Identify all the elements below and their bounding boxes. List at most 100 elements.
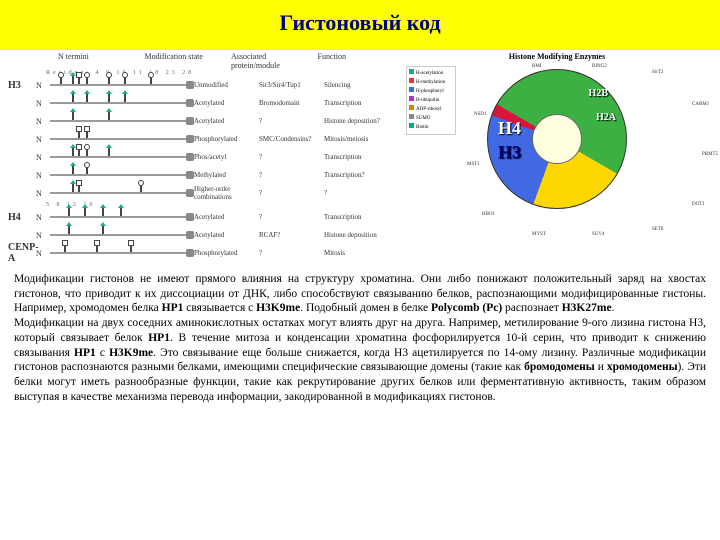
enzyme-annotation: DOT1: [692, 202, 705, 207]
pie-label-h2a: H2A: [596, 112, 616, 123]
table-row: N AcetylatedBromodomainTranscription: [8, 94, 394, 112]
assoc-protein: ?: [259, 249, 324, 257]
n-label: N: [36, 171, 46, 180]
hdr-ntermini: N termini: [58, 52, 135, 70]
modification-marker: [108, 148, 110, 156]
table-row: NAcetylated?Histone deposition?: [8, 112, 394, 130]
modification-marker: [108, 76, 110, 84]
p1-e: . Подобный домен в белке: [300, 302, 431, 314]
histone-table-figure: N termini Modification state Associated …: [8, 52, 394, 262]
modification-marker: [72, 148, 74, 156]
mod-state: Acetylated: [194, 117, 259, 125]
modification-marker: [96, 244, 98, 252]
function: Transcription: [324, 153, 394, 161]
p1-g: распознает: [502, 302, 562, 314]
modification-marker: [86, 94, 88, 102]
p2-hp1b: HP1: [74, 347, 96, 359]
modification-marker: [78, 130, 80, 138]
modification-marker: [68, 226, 70, 234]
legend-item: H-methylation: [409, 78, 453, 86]
histone-tail: [50, 138, 190, 140]
body-text: Модификации гистонов не имеют прямого вл…: [0, 266, 720, 408]
mod-state: Acetylated: [194, 213, 259, 221]
hdr-func: Function: [318, 52, 395, 70]
enzyme-annotation: SET8: [652, 227, 663, 232]
p1-c: связывается с: [183, 302, 256, 314]
page-title: Гистоновый код: [0, 10, 720, 36]
modification-marker: [86, 166, 88, 174]
p1-h3k27: H3K27me: [562, 302, 612, 314]
modification-marker: [72, 184, 74, 192]
hdr-assoc: Associated protein/module: [231, 52, 308, 70]
n-label: N: [36, 249, 46, 258]
table-headers: N termini Modification state Associated …: [58, 52, 394, 70]
n-label: N: [36, 213, 46, 222]
modification-marker: [78, 184, 80, 192]
pie-chart: H4 H3 H2B H2A: [487, 69, 627, 209]
paragraph-2: Модификации на двух соседних аминокислот…: [14, 316, 706, 404]
pie: H4 H3 H2B H2A: [487, 69, 627, 209]
enzyme-annotation: RING2: [592, 64, 607, 69]
modification-marker: [60, 76, 62, 84]
p1-h3k9: H3K9me: [256, 302, 300, 314]
histone-tail: [50, 252, 190, 254]
pie-center: [532, 114, 582, 164]
modification-marker: [84, 208, 86, 216]
hdr-modstate: Modification state: [145, 52, 222, 70]
table-row: H3NUnmodifiedSir3/Sir4/Tup1Silencing: [8, 76, 394, 94]
assoc-protein: Bromodomain: [259, 99, 324, 107]
mod-state: Higher-order combinations: [194, 185, 259, 201]
pie-label-h3: H3: [498, 142, 521, 163]
legend-item: H-phosphoryl: [409, 87, 453, 95]
modification-marker: [102, 226, 104, 234]
modification-marker: [124, 94, 126, 102]
n-label: N: [36, 189, 46, 198]
legend-item: SUMO: [409, 114, 453, 122]
enzyme-annotation: NSD1: [474, 112, 487, 117]
mod-state: Phosphorylated: [194, 135, 259, 143]
function: Histone deposition?: [324, 117, 394, 125]
p2-chromo: хромодомены: [607, 361, 678, 373]
modification-marker: [72, 94, 74, 102]
enzyme-pie-figure: Histone Modifying Enzymes H-acetylationH…: [402, 52, 712, 262]
assoc-protein: SMC/Condensins?: [259, 135, 324, 143]
table-row: CENP-ANPhosphorylated?Mitosis: [8, 244, 394, 262]
mod-state: Methylated: [194, 171, 259, 179]
figures-row: N termini Modification state Associated …: [0, 50, 720, 266]
table-row: H4NAcetylated?Transcription: [8, 208, 394, 226]
enzyme-annotation: CARM1: [692, 102, 709, 107]
function: Transcription: [324, 213, 394, 221]
n-label: N: [36, 135, 46, 144]
modification-marker: [86, 76, 88, 84]
legend-item: H-ubiquitin: [409, 96, 453, 104]
p2-i: и: [595, 361, 607, 373]
title-bar: Гистоновый код: [0, 0, 720, 50]
p2-h3k9: H3K9me: [109, 347, 153, 359]
hist-label: H3: [8, 80, 36, 91]
assoc-protein: ?: [259, 189, 324, 197]
mod-state: Unmodified: [194, 81, 259, 89]
histone-tail: [50, 84, 190, 86]
p2-e: с: [96, 347, 109, 359]
modification-marker: [72, 76, 74, 84]
n-label: N: [36, 99, 46, 108]
hist-label: H4: [8, 212, 36, 223]
table-row: NPhosphorylatedSMC/Condensins?Mitosis/me…: [8, 130, 394, 148]
n-label: N: [36, 231, 46, 240]
function: Silencing: [324, 81, 394, 89]
modification-marker: [108, 112, 110, 120]
mod-state: Acetylated: [194, 99, 259, 107]
modification-marker: [72, 166, 74, 174]
assoc-protein: RCAF?: [259, 231, 324, 239]
p2-bromo: бромодомены: [524, 361, 595, 373]
paragraph-1: Модификации гистонов не имеют прямого вл…: [14, 272, 706, 316]
mod-state: Phos/acetyl: [194, 153, 259, 161]
assoc-protein: Sir3/Sir4/Tup1: [259, 81, 324, 89]
function: Transcription: [324, 99, 394, 107]
histone-tail: [50, 192, 190, 194]
modification-marker: [64, 244, 66, 252]
histone-tail: [50, 174, 190, 176]
modification-marker: [68, 208, 70, 216]
table-row: NMethylated?Transcription?: [8, 166, 394, 184]
legend-item: H-acetylation: [409, 69, 453, 77]
